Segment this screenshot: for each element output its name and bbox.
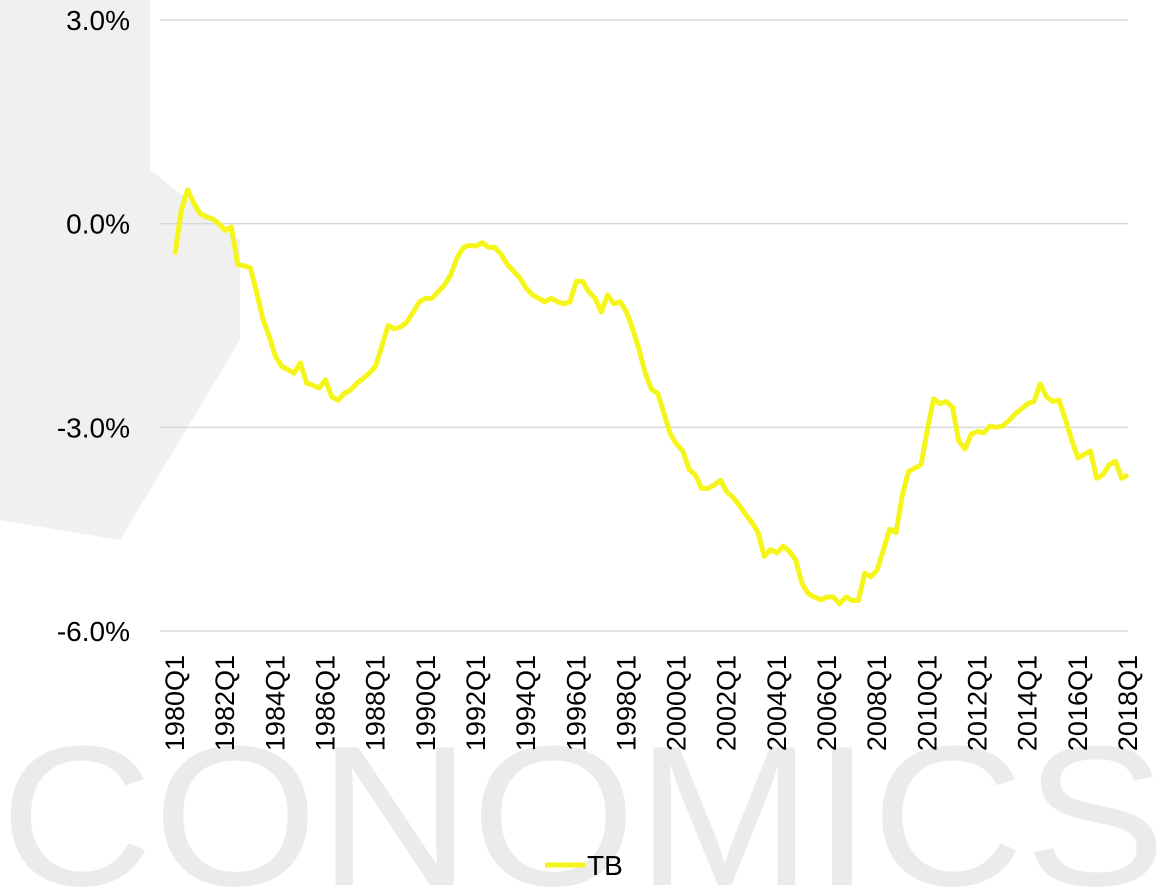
- x-tick-label: 2016Q1: [1063, 655, 1093, 751]
- y-tick-label: 3.0%: [66, 5, 130, 36]
- x-tick-label: 2002Q1: [712, 655, 742, 751]
- x-tick-label: 2010Q1: [912, 655, 942, 751]
- x-tick-label: 2008Q1: [862, 655, 892, 751]
- x-tick-label: 1996Q1: [561, 655, 591, 751]
- x-tick-label: 1986Q1: [310, 655, 340, 751]
- x-tick-label: 2004Q1: [762, 655, 792, 751]
- x-tick-label: 2014Q1: [1013, 655, 1043, 751]
- x-tick-label: 2000Q1: [662, 655, 692, 751]
- x-tick-label: 1990Q1: [411, 655, 441, 751]
- y-tick-label: 0.0%: [66, 209, 130, 240]
- x-tick-label: 1982Q1: [210, 655, 240, 751]
- x-tick-label: 1984Q1: [260, 655, 290, 751]
- legend-label: TB: [587, 850, 623, 881]
- y-tick-label: -3.0%: [57, 412, 130, 443]
- watermark-shape: [0, 0, 240, 540]
- watermark-text: CONOMICS: [0, 705, 1166, 891]
- x-tick-label: 1980Q1: [160, 655, 190, 751]
- x-tick-label: 1992Q1: [461, 655, 491, 751]
- x-tick-label: 1994Q1: [511, 655, 541, 751]
- x-tick-label: 2018Q1: [1113, 655, 1143, 751]
- y-tick-label: -6.0%: [57, 616, 130, 647]
- x-tick-label: 2006Q1: [812, 655, 842, 751]
- x-tick-label: 1988Q1: [361, 655, 391, 751]
- series-line: [172, 187, 1130, 607]
- x-tick-label: 1998Q1: [611, 655, 641, 751]
- x-tick-label: 2012Q1: [963, 655, 993, 751]
